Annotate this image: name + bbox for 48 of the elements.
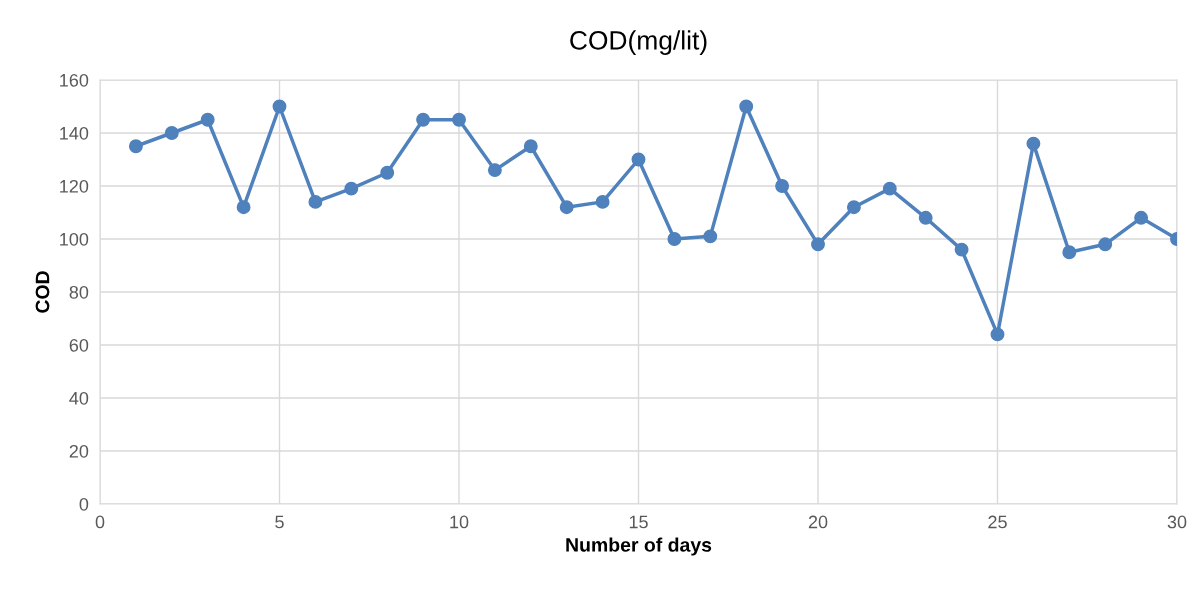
y-tick-label: 40 bbox=[69, 391, 89, 405]
y-tick-label: 140 bbox=[60, 126, 89, 140]
y-axis-title: COD bbox=[35, 271, 50, 313]
point bbox=[631, 152, 646, 167]
x-tick-label: 15 bbox=[629, 515, 648, 529]
point bbox=[846, 200, 861, 215]
point bbox=[523, 139, 538, 154]
point bbox=[882, 181, 897, 196]
point bbox=[559, 200, 574, 215]
point bbox=[739, 99, 754, 114]
point bbox=[703, 229, 718, 244]
chart-title: COD(mg/lit) bbox=[570, 30, 707, 55]
point bbox=[990, 327, 1005, 342]
y-tick-label: 160 bbox=[60, 73, 89, 87]
point bbox=[380, 165, 395, 180]
x-tick-label: 30 bbox=[1167, 515, 1187, 529]
x-tick-label: 5 bbox=[275, 515, 284, 529]
point bbox=[416, 112, 431, 127]
y-tick-label: 120 bbox=[60, 179, 89, 193]
point bbox=[1062, 245, 1077, 260]
point bbox=[775, 179, 790, 193]
x-tick-label: 10 bbox=[450, 515, 469, 529]
point bbox=[595, 194, 610, 209]
x-tick-label: 20 bbox=[808, 515, 828, 529]
point bbox=[272, 99, 287, 114]
point bbox=[811, 237, 825, 252]
x-tick-label: 25 bbox=[988, 515, 1007, 529]
y-tick-label: 80 bbox=[69, 285, 89, 299]
point bbox=[344, 181, 359, 196]
point bbox=[667, 232, 682, 246]
y-tick-label: 60 bbox=[69, 338, 89, 352]
point bbox=[487, 163, 502, 178]
point bbox=[452, 112, 466, 127]
x-tick-label: 0 bbox=[95, 515, 105, 529]
point bbox=[164, 126, 179, 140]
y-tick-label: 20 bbox=[69, 444, 89, 458]
point bbox=[1134, 210, 1149, 225]
point bbox=[128, 139, 143, 154]
point bbox=[1098, 237, 1113, 252]
y-tick-label: 0 bbox=[79, 497, 89, 511]
point bbox=[1026, 136, 1041, 151]
point bbox=[308, 194, 323, 209]
point bbox=[236, 200, 251, 215]
point bbox=[918, 210, 933, 225]
point bbox=[954, 242, 969, 257]
point bbox=[200, 112, 215, 127]
y-tick-label: 100 bbox=[60, 232, 89, 246]
x-axis-title: Number of days bbox=[566, 537, 712, 556]
